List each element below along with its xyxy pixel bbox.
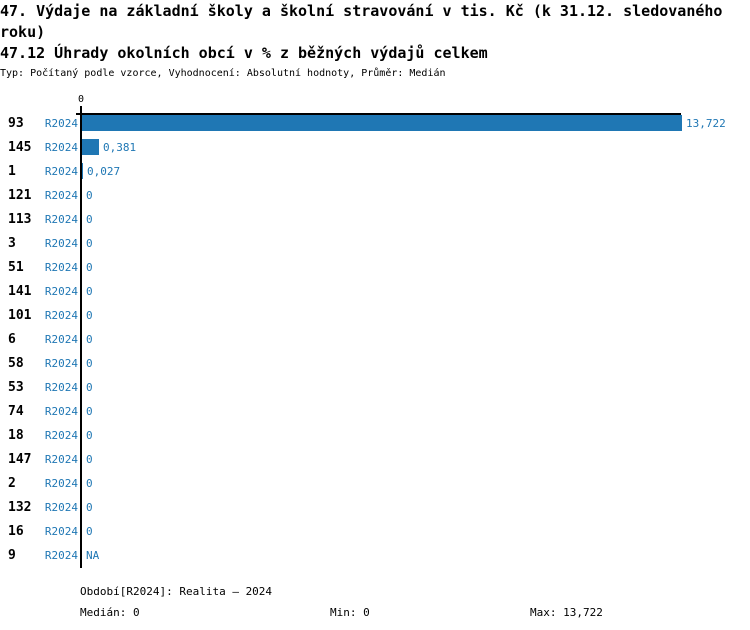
row-category-label: 141 — [8, 284, 32, 299]
axis-zero-tick-label: 0 — [77, 94, 85, 105]
row-period-label: R2024 — [44, 213, 78, 226]
bar — [82, 139, 99, 155]
chart-row: 18 R2024 0 — [0, 423, 750, 447]
row-category-label: 74 — [8, 404, 24, 419]
bar-value-label: 0 — [86, 213, 93, 226]
title-block: 47. Výdaje na základní školy a školní st… — [0, 1, 750, 80]
bar — [82, 163, 83, 179]
row-category-label: 58 — [8, 356, 24, 371]
chart-row: 147 R2024 0 — [0, 447, 750, 471]
row-category-label: 18 — [8, 428, 24, 443]
footer-median: Medián: 0 — [80, 606, 140, 619]
row-period-label: R2024 — [44, 357, 78, 370]
chart-rows: 93 R2024 13,722 145 R2024 0,381 1 R2024 0,027 121… — [0, 111, 750, 567]
row-period-label: R2024 — [44, 237, 78, 250]
chart-title-line2: 47.12 Úhrady okolních obcí v % z běžných… — [0, 44, 488, 62]
chart-row: 93 R2024 13,722 — [0, 111, 750, 135]
bar-value-label: 0 — [86, 333, 93, 346]
chart-row: 145 R2024 0,381 — [0, 135, 750, 159]
chart-row: 2 R2024 0 — [0, 471, 750, 495]
row-period-label: R2024 — [44, 309, 78, 322]
chart-row: 101 R2024 0 — [0, 303, 750, 327]
bar-value-label: NA — [86, 549, 100, 562]
chart-row: 132 R2024 0 — [0, 495, 750, 519]
chart-row: 6 R2024 0 — [0, 327, 750, 351]
chart-row: 51 R2024 0 — [0, 255, 750, 279]
bar-value-label: 0,381 — [103, 141, 137, 154]
bar — [82, 115, 682, 131]
row-period-label: R2024 — [44, 501, 78, 514]
row-category-label: 2 — [8, 476, 16, 491]
row-period-label: R2024 — [44, 429, 78, 442]
bar-value-label: 0,027 — [87, 165, 121, 178]
bar-value-label: 0 — [86, 189, 93, 202]
row-category-label: 132 — [8, 500, 32, 515]
footer-min: Min: 0 — [330, 606, 370, 619]
chart-row: 141 R2024 0 — [0, 279, 750, 303]
row-category-label: 51 — [8, 260, 24, 275]
row-category-label: 101 — [8, 308, 32, 323]
chart-row: 16 R2024 0 — [0, 519, 750, 543]
row-period-label: R2024 — [44, 333, 78, 346]
row-category-label: 93 — [8, 116, 24, 131]
chart-row: 113 R2024 0 — [0, 207, 750, 231]
row-category-label: 6 — [8, 332, 16, 347]
footer-period: Období[R2024]: Realita – 2024 — [80, 585, 273, 598]
bar-value-label: 0 — [86, 309, 93, 322]
row-category-label: 145 — [8, 140, 32, 155]
row-period-label: R2024 — [44, 525, 78, 538]
chart-title-line1: 47. Výdaje na základní školy a školní st… — [0, 2, 723, 41]
bar-value-label: 0 — [86, 429, 93, 442]
row-category-label: 3 — [8, 236, 16, 251]
bar-value-label: 13,722 — [686, 117, 726, 130]
bar-value-label: 0 — [86, 261, 93, 274]
chart-row: 74 R2024 0 — [0, 399, 750, 423]
bar-value-label: 0 — [86, 285, 93, 298]
row-category-label: 147 — [8, 452, 32, 467]
chart-row: 121 R2024 0 — [0, 183, 750, 207]
bar-value-label: 0 — [86, 237, 93, 250]
row-category-label: 113 — [8, 212, 32, 227]
row-period-label: R2024 — [44, 165, 78, 178]
chart-subtitle: Typ: Počítaný podle vzorce, Vyhodnocení:… — [0, 68, 446, 79]
row-period-label: R2024 — [44, 453, 78, 466]
row-period-label: R2024 — [44, 405, 78, 418]
axis-top-line — [76, 113, 681, 115]
bar-value-label: 0 — [86, 405, 93, 418]
chart-row: 1 R2024 0,027 — [0, 159, 750, 183]
row-category-label: 16 — [8, 524, 24, 539]
row-category-label: 9 — [8, 548, 16, 563]
row-category-label: 53 — [8, 380, 24, 395]
bar-value-label: 0 — [86, 525, 93, 538]
row-category-label: 121 — [8, 188, 32, 203]
axis-tick-mark — [80, 106, 82, 113]
row-period-label: R2024 — [44, 477, 78, 490]
bar-value-label: 0 — [86, 477, 93, 490]
row-period-label: R2024 — [44, 549, 78, 562]
row-category-label: 1 — [8, 164, 16, 179]
bar-value-label: 0 — [86, 357, 93, 370]
row-period-label: R2024 — [44, 261, 78, 274]
chart-row: 3 R2024 0 — [0, 231, 750, 255]
row-period-label: R2024 — [44, 381, 78, 394]
footer-max: Max: 13,722 — [530, 606, 603, 619]
chart-row: 53 R2024 0 — [0, 375, 750, 399]
row-period-label: R2024 — [44, 117, 78, 130]
row-period-label: R2024 — [44, 285, 78, 298]
chart-row: 9 R2024 NA — [0, 543, 750, 567]
axis-vertical-line — [80, 113, 82, 568]
row-period-label: R2024 — [44, 141, 78, 154]
bar-value-label: 0 — [86, 501, 93, 514]
bar-value-label: 0 — [86, 381, 93, 394]
chart-row: 58 R2024 0 — [0, 351, 750, 375]
row-period-label: R2024 — [44, 189, 78, 202]
bar-value-label: 0 — [86, 453, 93, 466]
